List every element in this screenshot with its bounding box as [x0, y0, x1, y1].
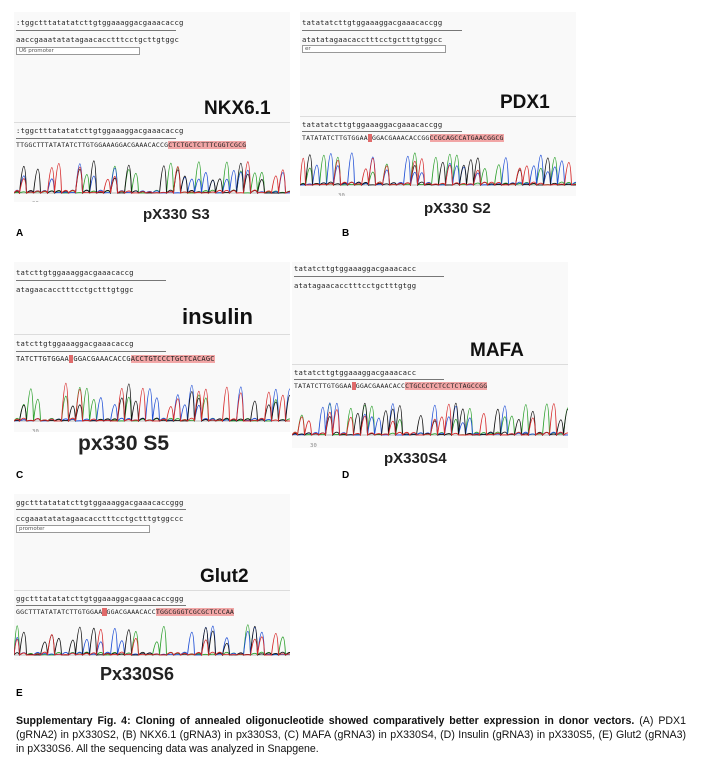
reference-read: tatatcttgtggaaaggacgaaacacc [294, 368, 417, 377]
reference-top-strand: tatatcttgtggaaaggacgaaacacc [294, 264, 417, 273]
trace-channel-C [14, 163, 290, 194]
trace-channel-T [14, 383, 290, 422]
panel-e: ggctttatatatcttgtggaaaggacgaaacaccggg cc… [14, 494, 290, 660]
sequence-ruler [16, 280, 166, 285]
sequence-ruler [302, 30, 462, 35]
trace-tick-labels: 20 40 50 60 70 [14, 195, 290, 202]
reference-top-strand: tatatatcttgtggaaaggacgaaacaccgg [302, 18, 443, 27]
sequence-ruler [294, 276, 444, 281]
reference-bottom-strand: atagaacacctttcctgctttgtggc [16, 285, 134, 294]
panel-letter: D [342, 470, 350, 481]
promoter-feature: promoter [16, 525, 150, 533]
reference-read: ggctttatatatcttgtggaaaggacgaaacaccggg [16, 594, 184, 603]
sequence-ruler [16, 30, 176, 35]
panel-b: tatatatcttgtggaaaggacgaaacaccgg atatatag… [300, 12, 576, 196]
chromatogram-trace [14, 383, 290, 422]
chromatogram-trace [292, 402, 568, 436]
sequencing-read: GGCTTTATATATCTTGTGGAA-GGACGAAACACCTGGCGG… [16, 608, 235, 616]
sequence-ruler [302, 131, 462, 136]
gene-label: NKX6.1 [204, 98, 271, 119]
panel-letter: C [16, 470, 24, 481]
trace-channel-G [14, 626, 290, 656]
reference-top-strand: ggctttatatatcttgtggaaaggacgaaacaccggg [16, 498, 184, 507]
trace-channel-C [14, 384, 290, 422]
trace-tick-labels: 30 40 50 60 70 [310, 443, 318, 448]
reference-top-strand: :tggctttatatatcttgtggaaaggacgaaacaccg [16, 18, 184, 27]
panel-a: :tggctttatatatcttgtggaaaggacgaaacaccg aa… [14, 12, 290, 202]
panel-letter: B [342, 228, 350, 239]
trace-channel-T [14, 161, 290, 194]
trace-channel-T [300, 158, 576, 186]
promoter-feature: U6 promoter [16, 47, 140, 55]
plasmid-label: pX330S4 [384, 450, 447, 467]
caption-body: (A) PDX1 (gRNA2) in pX330S2, (B) NKX6.1 … [16, 715, 686, 755]
sequencing-read: TATATCTTGTGGAA-GGACGAAACACCCTGCCCTCTCCTC… [294, 382, 488, 390]
reference-read: :tggctttatatatcttgtggaaaggacgaaacaccg [16, 126, 184, 135]
reference-read: tatatatcttgtggaaaggacgaaacaccgg [302, 120, 443, 129]
trace-tick-labels: 30 40 50 60 [338, 193, 346, 196]
sequence-ruler [16, 351, 166, 356]
chromatogram-trace [300, 152, 576, 186]
reference-bottom-strand: atatagaacacctttcctgctttgtgg [294, 281, 417, 290]
figure-caption: Supplementary Fig. 4: Cloning of anneale… [16, 714, 686, 756]
sequence-ruler [16, 138, 176, 143]
trace-tick-labels: 30 40 50 60 70 [32, 429, 40, 432]
gene-label: insulin [182, 304, 253, 329]
trace-channel-G [14, 160, 290, 194]
trace-channel-A [300, 152, 576, 186]
gene-label: MAFA [470, 340, 524, 361]
reference-bottom-strand: ccgaaatatatagaacacctttcctgctttgtggccc [16, 514, 184, 523]
caption-label: Supplementary Fig. 4: Cloning of anneale… [16, 715, 635, 727]
trace-channel-T [292, 403, 568, 436]
plasmid-label: pX330 S3 [143, 206, 210, 223]
reference-bottom-strand: atatatagaacacctttcctgctttgtggcc [302, 35, 443, 44]
plasmid-label: px330 S5 [78, 432, 170, 455]
sequencing-read: TATATATCTTGTGGAA-GGACGAAACACCGGCCGCAGCCA… [302, 134, 504, 142]
trace-channel-T [14, 629, 290, 656]
plasmid-label: Px330S6 [100, 664, 175, 684]
gene-label: PDX1 [500, 92, 550, 113]
reference-bottom-strand: aaccgaaatatatagaacacctttcctgcttgtggc [16, 35, 179, 44]
sequence-ruler [294, 379, 444, 384]
chromatogram-trace [14, 624, 290, 656]
panel-letter: E [16, 688, 23, 699]
sequencing-read: TATCTTGTGGAA-GGACGAAACACCGACCTGTCCCTGCTC… [16, 355, 215, 363]
trace-channel-A [14, 161, 290, 194]
promoter-feature: er [302, 45, 446, 53]
reference-read: tatcttgtggaaaggacgaaacaccg [16, 339, 134, 348]
sequencing-read: TTGGCTTTATATATCTTGTGGAAAGGACGAAACACCGCTC… [16, 141, 247, 149]
chromatogram-trace [14, 160, 290, 194]
plasmid-label: pX330 S2 [424, 200, 491, 217]
reference-top-strand: tatcttgtggaaaggacgaaacaccg [16, 268, 134, 277]
gene-label: Glut2 [200, 566, 249, 587]
sequence-ruler [16, 605, 186, 610]
sequence-ruler [16, 509, 186, 514]
panel-letter: A [16, 228, 24, 239]
panel-d: tatatcttgtggaaaggacgaaacacc atatagaacacc… [292, 262, 568, 448]
panel-c: tatcttgtggaaaggacgaaacaccg atagaacaccttt… [14, 262, 290, 432]
